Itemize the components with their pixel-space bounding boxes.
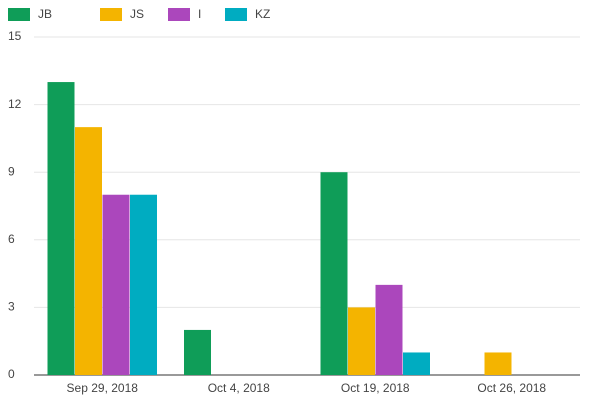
x-tick-label: Oct 19, 2018 <box>341 381 410 395</box>
bar <box>348 307 375 375</box>
legend-label: KZ <box>255 7 270 21</box>
x-tick-label: Sep 29, 2018 <box>67 381 139 395</box>
y-tick-label: 12 <box>8 97 22 111</box>
x-tick-label: Oct 4, 2018 <box>208 381 270 395</box>
bar <box>75 127 102 375</box>
bar <box>320 172 348 375</box>
bar <box>102 194 130 375</box>
bar <box>47 82 75 376</box>
y-tick-label: 0 <box>8 367 15 381</box>
legend-swatch <box>168 8 190 21</box>
bar <box>403 352 430 375</box>
y-tick-label: 15 <box>8 29 22 43</box>
bar <box>484 352 512 375</box>
x-tick-label: Oct 26, 2018 <box>477 381 546 395</box>
legend-label: JS <box>130 7 144 21</box>
y-tick-label: 9 <box>8 164 15 178</box>
y-tick-label: 3 <box>8 300 15 314</box>
legend-label: I <box>198 7 201 21</box>
y-tick-label: 6 <box>8 232 15 246</box>
bar <box>375 284 403 375</box>
legend-label: JB <box>38 7 52 21</box>
legend-swatch <box>100 8 122 21</box>
legend-swatch <box>225 8 247 21</box>
bar <box>130 194 157 375</box>
bar <box>184 329 211 375</box>
legend-swatch <box>8 8 30 21</box>
